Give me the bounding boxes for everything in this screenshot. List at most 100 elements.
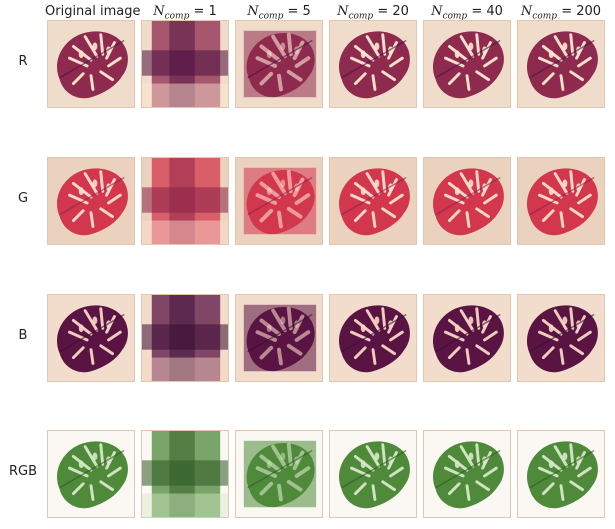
image-panel-r0-c2 [235,20,323,108]
leaf-midrib [59,39,125,79]
leaf-midrib [341,39,407,79]
leaf-hole [374,452,380,461]
leaf-hole [266,50,272,59]
leaf-midrib [435,449,501,489]
leaf-midrib [59,176,125,216]
leaf-hole [468,316,474,325]
image-panel-r2-c4 [423,294,511,382]
ncomp-value: 200 [576,4,602,19]
leaf-image [142,295,228,381]
leaf-midrib [247,449,313,489]
leaf-hole [374,179,380,188]
leaf-image [330,431,416,517]
leaf-hole [562,179,568,188]
leaf-midrib [59,313,125,353]
row-label-2: B [18,328,28,343]
leaf-hole [374,42,380,51]
leaf-slits [68,170,122,228]
column-title-4: Ncomp = 40 [421,3,513,26]
leaf-image [424,158,510,244]
image-panel-r3-c5 [517,430,605,518]
leaf-slits [350,170,404,228]
image-panel-r2-c1 [141,294,229,382]
ncomp-equals: = [283,4,303,19]
ncomp-value: 1 [208,4,217,19]
ncomp-equals: = [557,4,577,19]
leaf-slits [444,307,498,365]
leaf-hole [78,50,84,59]
image-panel-r0-c3 [329,20,417,108]
leaf-hole [78,324,84,333]
leaf-image [142,158,228,244]
leaf-hole [266,460,272,469]
leaf-hole [266,324,272,333]
leaf-hole [468,179,474,188]
column-title-5: Ncomp = 200 [515,3,607,26]
image-panel-r0-c1 [141,20,229,108]
leaf-midrib [247,176,313,216]
column-title-1: Ncomp = 1 [139,3,231,26]
image-panel-r1-c2 [235,157,323,245]
ncomp-subscript: comp [348,11,374,22]
ncomp-symbol: N [153,4,165,19]
image-panel-r1-c3 [329,157,417,245]
image-panel-r3-c0 [47,430,135,518]
leaf-image [236,431,322,517]
leaf-image [330,158,416,244]
leaf-hole [468,42,474,51]
leaf-slits [444,170,498,228]
leaf-midrib [247,39,313,79]
image-panel-r3-c3 [329,430,417,518]
ncomp-subscript: comp [258,11,284,22]
image-panel-r1-c5 [517,157,605,245]
leaf-hole [562,42,568,51]
leaf-slits [538,307,592,365]
image-panel-r1-c1 [141,157,229,245]
leaf-hole [548,324,554,333]
leaf-image [236,158,322,244]
image-panel-r1-c0 [47,157,135,245]
ncomp-value: 40 [486,4,503,19]
leaf-midrib [435,39,501,79]
leaf-image [48,295,134,381]
leaf-image [142,431,228,517]
leaf-hole [78,187,84,196]
leaf-hole [360,324,366,333]
leaf-hole [280,42,286,51]
leaf-hole [454,460,460,469]
leaf-midrib [341,449,407,489]
row-label-3: RGB [8,464,38,479]
image-panel-r0-c5 [517,20,605,108]
leaf-image [518,431,604,517]
leaf-hole [78,460,84,469]
image-panel-r1-c4 [423,157,511,245]
ncomp-subscript: comp [532,11,558,22]
leaf-image [424,431,510,517]
leaf-midrib [529,449,595,489]
ncomp-symbol: N [337,4,349,19]
leaf-slits [538,170,592,228]
column-title-0: Original image [45,3,141,21]
leaf-midrib [341,313,407,353]
column-title-2: Ncomp = 5 [233,3,325,26]
image-panel-r3-c1 [141,430,229,518]
ncomp-value: 20 [392,4,409,19]
ncomp-equals: = [467,4,487,19]
leaf-hole [92,179,98,188]
row-label-0: R [18,54,28,69]
leaf-midrib [529,39,595,79]
leaf-image [424,21,510,107]
image-panel-r2-c2 [235,294,323,382]
leaf-hole [280,316,286,325]
ncomp-equals: = [373,4,393,19]
column-title-3: Ncomp = 20 [327,3,419,26]
ncomp-subscript: comp [442,11,468,22]
compressed-bands [142,431,228,517]
leaf-hole [360,187,366,196]
image-panel-r0-c0 [47,20,135,108]
compressed-bands [142,158,228,244]
leaf-image [48,431,134,517]
leaf-midrib [435,176,501,216]
leaf-hole [360,460,366,469]
leaf-hole [92,42,98,51]
